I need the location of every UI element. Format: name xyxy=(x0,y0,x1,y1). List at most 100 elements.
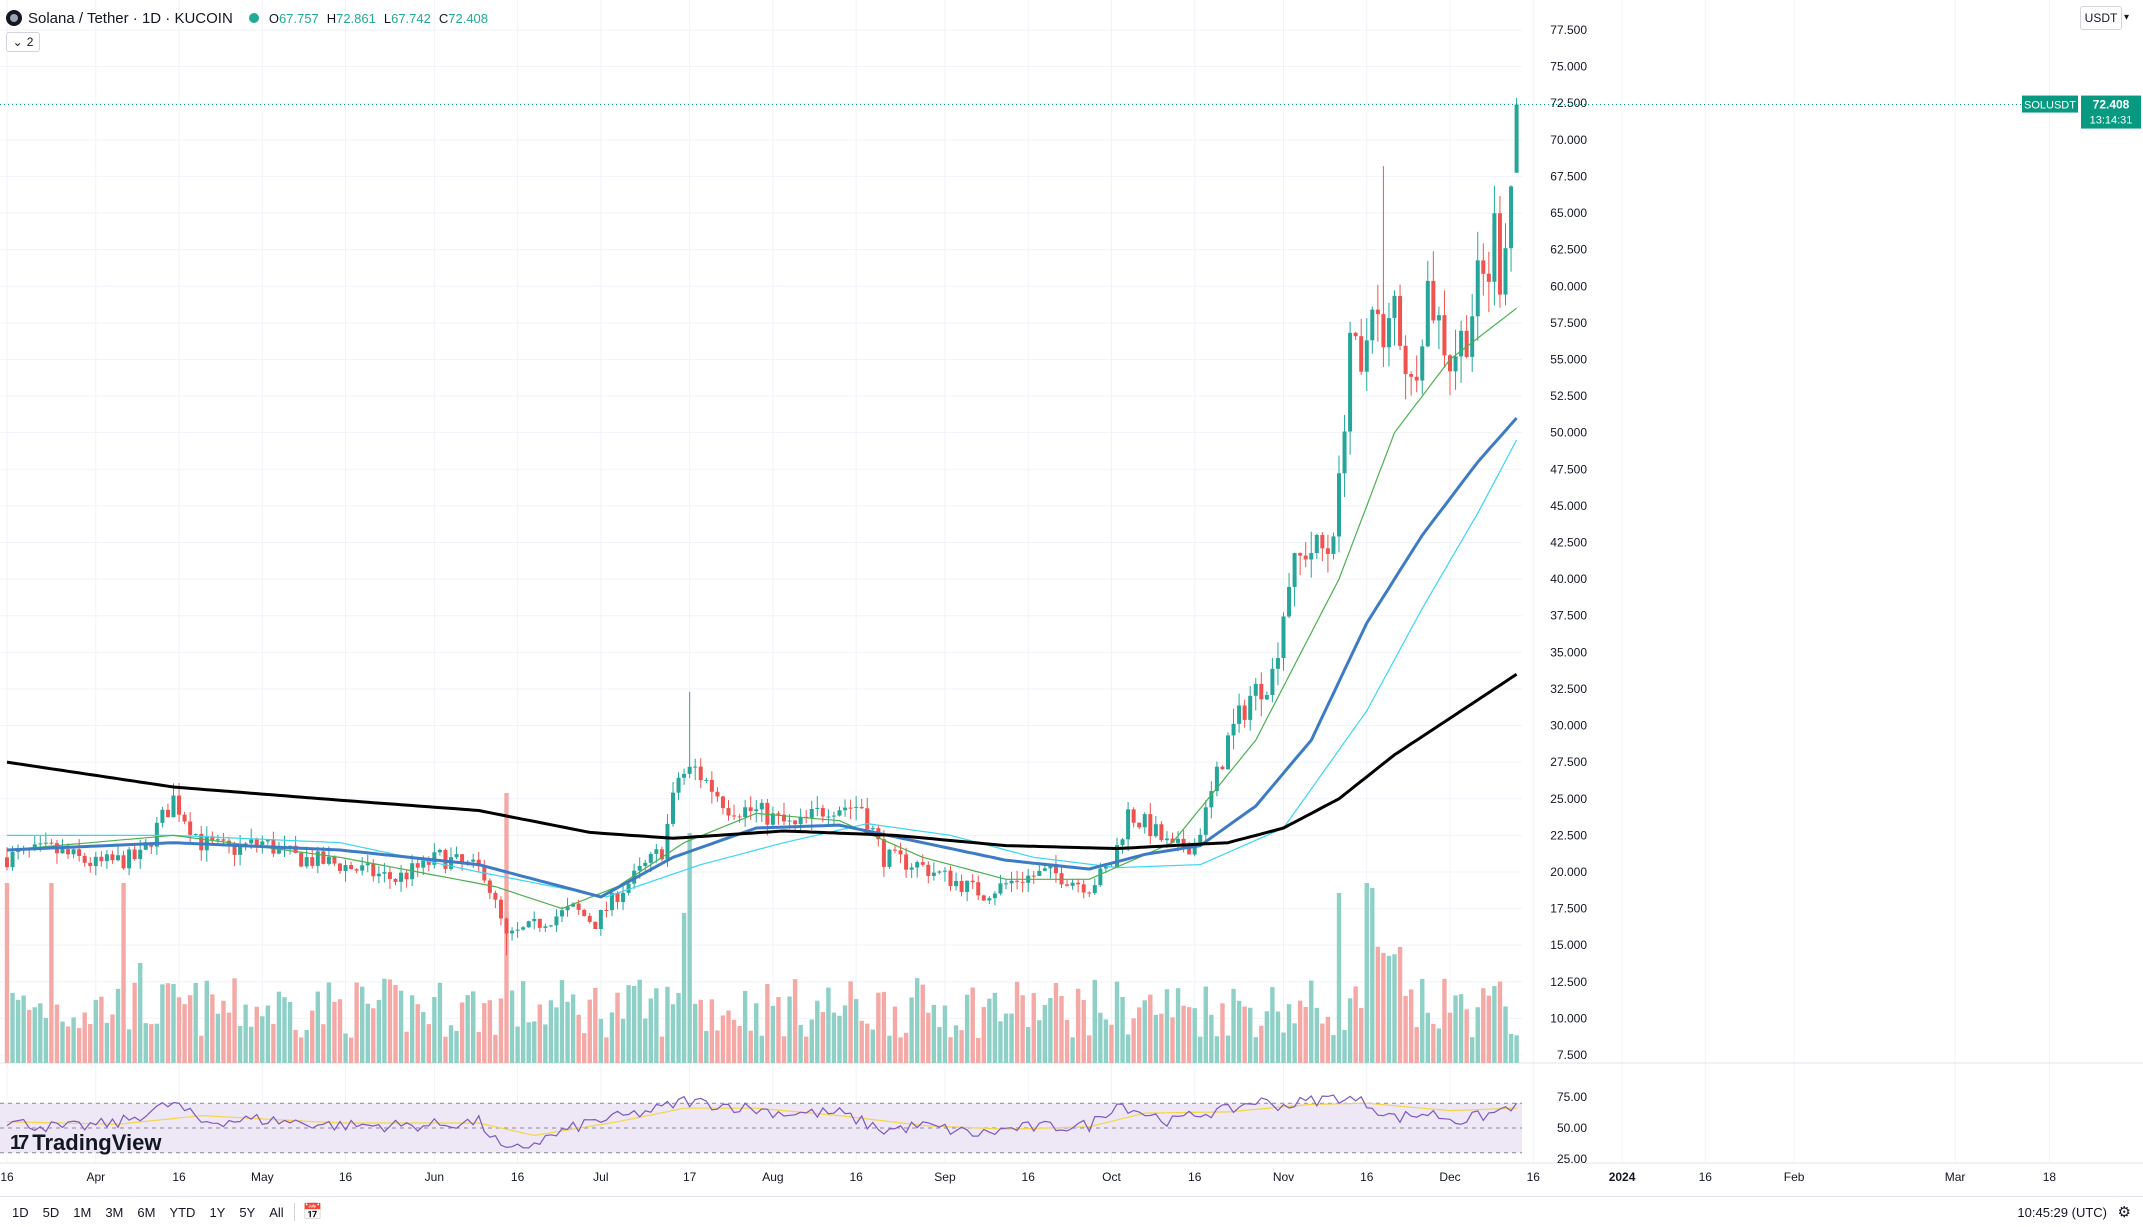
indicators-toggle-button[interactable]: ⌄ 2 xyxy=(6,32,40,52)
time-tick-label: Sep xyxy=(934,1170,956,1184)
candle-body xyxy=(1231,723,1236,736)
volume-bar xyxy=(759,1035,764,1063)
volume-bar xyxy=(1064,1019,1070,1063)
clock[interactable]: 10:45:29 (UTC) xyxy=(2017,1204,2107,1220)
tradingview-logo[interactable]: 17 TradingView xyxy=(10,1130,161,1156)
candle-body xyxy=(43,842,48,844)
candle-body xyxy=(1353,332,1358,337)
currency-label: USDT xyxy=(2084,11,2118,25)
candle-body xyxy=(1425,280,1430,347)
candle-body xyxy=(1287,586,1292,617)
volume-bar xyxy=(138,963,143,1063)
volume-bar xyxy=(1070,1037,1075,1063)
volume-bar xyxy=(143,1023,148,1063)
gear-icon[interactable]: ⚙ xyxy=(2117,1204,2131,1221)
volume-bar xyxy=(1236,1000,1242,1063)
candle-body xyxy=(387,872,392,879)
price-tick-label: 30.000 xyxy=(1550,719,1587,733)
candle-body xyxy=(354,869,359,871)
volume-bar xyxy=(337,999,343,1063)
volume-bar xyxy=(931,1004,937,1063)
candle-body xyxy=(1420,346,1425,381)
volume-bar xyxy=(770,1005,776,1063)
candle-body xyxy=(709,779,714,792)
volume-bar xyxy=(643,1018,648,1063)
timeframe-button[interactable]: 1Y xyxy=(209,1204,226,1220)
volume-bar xyxy=(99,996,104,1063)
timeframe-button[interactable]: 1M xyxy=(73,1204,92,1220)
volume-bar xyxy=(126,1029,132,1063)
candle-body xyxy=(759,802,764,810)
volume-bar xyxy=(926,1012,931,1063)
volume-bar xyxy=(626,985,631,1063)
candle-body xyxy=(748,807,753,812)
candle-body xyxy=(160,809,165,823)
volume-bar xyxy=(548,1000,554,1063)
volume-bar xyxy=(804,1036,809,1063)
ma-black-line xyxy=(6,673,1518,850)
candle-body xyxy=(121,855,126,869)
candle-body xyxy=(1270,668,1275,696)
volume-bar xyxy=(1020,995,1025,1063)
price-tick-label: 55.000 xyxy=(1550,352,1587,366)
timeframe-button[interactable]: 6M xyxy=(137,1204,156,1220)
volume-bar xyxy=(859,1020,864,1063)
candle-body xyxy=(1253,683,1258,696)
symbol-title[interactable]: Solana / Tether · 1D · KUCOIN xyxy=(28,9,233,27)
volume-bar xyxy=(360,986,365,1063)
timeframe-button[interactable]: 5D xyxy=(42,1204,60,1220)
timeframe-button[interactable]: 5Y xyxy=(239,1204,256,1220)
volume-bar xyxy=(1186,1007,1192,1063)
price-tick-label: 7.500 xyxy=(1557,1048,1587,1062)
volume-bar xyxy=(1042,1004,1048,1063)
volume-bar xyxy=(687,833,692,1063)
calendar-icon[interactable]: 📅 xyxy=(302,1204,323,1221)
volume-bar xyxy=(27,1009,32,1063)
candle-body xyxy=(165,809,170,818)
candle-body xyxy=(1092,885,1097,894)
volume-bar xyxy=(237,1026,243,1063)
price-tick-label: 50.000 xyxy=(1550,426,1587,440)
candle-body xyxy=(1398,295,1403,346)
volume-bar xyxy=(515,1026,520,1063)
timeframe-button[interactable]: All xyxy=(269,1204,284,1220)
candle-body xyxy=(831,815,836,817)
chevron-down-icon[interactable]: ▾ xyxy=(2124,12,2130,23)
volume-bar xyxy=(132,982,137,1063)
candle-body xyxy=(665,823,670,860)
volume-bar xyxy=(249,1026,254,1063)
volume-bar xyxy=(426,1024,431,1063)
candle-body xyxy=(1087,892,1092,894)
candle-body xyxy=(548,925,553,927)
candle-body xyxy=(1237,705,1242,724)
volume-bar xyxy=(903,1032,909,1063)
timeframe-button[interactable]: YTD xyxy=(169,1204,196,1220)
candle-body xyxy=(998,883,1003,894)
candle-body xyxy=(1409,374,1414,377)
candle-body xyxy=(715,791,720,797)
price-tick-label: 70.000 xyxy=(1550,133,1587,147)
currency-button[interactable]: USDT xyxy=(2080,6,2122,30)
time-tick-label: 16 xyxy=(1360,1170,1374,1184)
volume-bar xyxy=(54,1004,60,1063)
time-tick-label: Oct xyxy=(1102,1170,1121,1184)
candle-body xyxy=(571,903,576,907)
timeframe-button[interactable]: 3M xyxy=(105,1204,124,1220)
volume-bar xyxy=(543,1024,548,1063)
timeframe-button[interactable]: 1D xyxy=(12,1204,29,1220)
candle-body xyxy=(1153,824,1158,837)
volume-bar xyxy=(559,980,565,1063)
volume-bar xyxy=(676,992,681,1063)
volume-bar xyxy=(648,998,653,1063)
volume-bar xyxy=(1109,1024,1114,1063)
volume-bar xyxy=(1225,1035,1231,1063)
candle-body xyxy=(1209,791,1214,808)
candle-body xyxy=(210,836,215,841)
candle-body xyxy=(1115,845,1119,867)
volume-bar xyxy=(792,979,798,1063)
volume-bar xyxy=(698,999,703,1063)
candle-body xyxy=(765,802,770,825)
volume-bar xyxy=(1431,1023,1436,1063)
price-tick-label: 17.500 xyxy=(1550,902,1587,916)
